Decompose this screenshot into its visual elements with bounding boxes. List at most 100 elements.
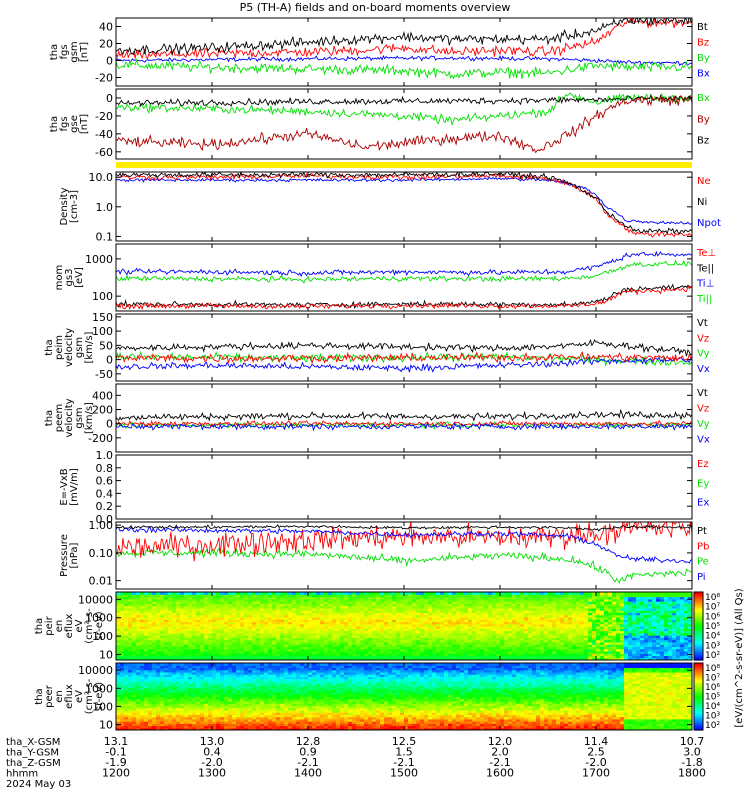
series-density-Ni bbox=[116, 171, 692, 234]
y-tick-label: 1.0 bbox=[96, 449, 114, 462]
legend-entry: Vx bbox=[697, 364, 710, 375]
y-tick-label: 0.8 bbox=[96, 462, 114, 475]
y-tick-label: 0.10 bbox=[89, 547, 114, 560]
y-tick-label: 0.4 bbox=[96, 487, 114, 500]
y-tick-label: 0.1 bbox=[96, 230, 114, 243]
y-tick-label: 0 bbox=[106, 55, 113, 68]
mode-flag-bar bbox=[116, 162, 692, 168]
series-temperature-Ti⊥ bbox=[116, 252, 692, 276]
y-axis-label: sr-eV) bbox=[94, 611, 105, 640]
y-axis-label: [nT] bbox=[79, 114, 90, 134]
y-tick-label: 40 bbox=[99, 21, 113, 34]
y-axis-label: [cm-3] bbox=[69, 190, 80, 223]
legend-entry: Vz bbox=[697, 404, 709, 415]
plot-title: P5 (TH-A) fields and on-board moments ov… bbox=[0, 1, 750, 14]
y-tick-label: 0 bbox=[106, 418, 113, 431]
legend-entry: Vy bbox=[697, 349, 710, 360]
series-group-fgs-gsm bbox=[116, 15, 692, 79]
y-axis-label: [nT] bbox=[79, 42, 90, 62]
y-tick-label: 100 bbox=[92, 290, 113, 303]
series-fgs-gse-By bbox=[116, 96, 692, 153]
series-fgs-gse-Bz bbox=[116, 95, 692, 106]
legend-entry: Bz bbox=[697, 136, 709, 147]
legend-entry: Ey bbox=[697, 478, 709, 489]
y-tick-label: -40 bbox=[95, 128, 113, 141]
y-tick-label: 0.6 bbox=[96, 475, 114, 488]
y-tick-label: -50 bbox=[95, 368, 113, 381]
y-tick-label: -20 bbox=[95, 110, 113, 123]
legend-entry: Ti|| bbox=[696, 294, 712, 305]
series-group-peem-velocity bbox=[116, 410, 692, 430]
y-axis-label: [km/s] bbox=[84, 402, 95, 434]
y-axis-label: [km/s] bbox=[84, 331, 95, 363]
panel-frame bbox=[116, 455, 692, 519]
y-axis-label: [eV] bbox=[74, 267, 85, 288]
y-tick-label: 20 bbox=[99, 38, 113, 51]
series-temperature-Te⊥ bbox=[116, 286, 692, 308]
legend-entry: Te|| bbox=[696, 263, 714, 274]
legend-entry: Pb bbox=[697, 541, 709, 552]
legend-entry: Ni bbox=[697, 197, 707, 208]
series-peem-velocity-Vt bbox=[116, 410, 692, 420]
legend-entry: Vt bbox=[697, 318, 708, 329]
legend-entry: By bbox=[697, 114, 710, 125]
legend-entry: Bz bbox=[697, 38, 709, 49]
y-axis-label: [mV/m] bbox=[69, 468, 80, 506]
legend-entry: Ez bbox=[697, 459, 709, 470]
y-tick-label: -60 bbox=[95, 146, 113, 159]
series-fgs-gse-Bx bbox=[116, 93, 692, 124]
series-peim-velocity-Vy bbox=[116, 352, 692, 365]
legend-entry: Ne bbox=[697, 176, 711, 187]
y-tick-label: 10 bbox=[99, 648, 113, 661]
y-tick-label: 0.2 bbox=[96, 500, 114, 513]
legend-entry: Vy bbox=[697, 419, 710, 430]
spectrogram-peer-eflux bbox=[116, 663, 693, 731]
legend-entry: Vt bbox=[697, 388, 708, 399]
y-tick-label: 50 bbox=[99, 339, 113, 352]
legend-entry: Pt bbox=[697, 526, 707, 537]
legend-entry: Te⊥ bbox=[696, 248, 716, 259]
y-tick-label: 0.01 bbox=[89, 575, 114, 588]
y-tick-label: 1000 bbox=[85, 253, 113, 266]
y-tick-label: 150 bbox=[92, 311, 113, 324]
series-pressure-Pe bbox=[116, 549, 692, 583]
y-tick-label: 200 bbox=[92, 404, 113, 417]
spectrogram-peir-eflux bbox=[116, 592, 693, 661]
series-fgs-gsm-By bbox=[116, 60, 692, 79]
series-group-temperature bbox=[116, 252, 692, 309]
legend-entry: Ti⊥ bbox=[696, 279, 714, 290]
legend-entry: By bbox=[697, 53, 710, 64]
series-group-peim-velocity bbox=[116, 340, 692, 372]
panel-mode-bar bbox=[116, 162, 692, 168]
legend-entry: Bx bbox=[697, 93, 710, 104]
y-tick-label: 1.00 bbox=[89, 519, 114, 532]
series-pressure-Pi bbox=[116, 527, 692, 563]
y-tick-label: 0 bbox=[106, 354, 113, 367]
y-tick-label: 100 bbox=[92, 325, 113, 338]
series-peim-velocity-Vt bbox=[116, 340, 692, 356]
y-tick-label: 400 bbox=[92, 389, 113, 402]
series-density-Ne bbox=[116, 174, 692, 237]
series-fgs-gsm-Bz bbox=[116, 16, 692, 58]
series-group-fgs-gse bbox=[116, 93, 692, 152]
legend-entry: Bx bbox=[697, 69, 710, 80]
legend-entry: Bt bbox=[697, 22, 708, 33]
y-axis-label: [nPa] bbox=[69, 542, 80, 568]
series-group-density bbox=[116, 171, 692, 237]
y-tick-label: 10000 bbox=[78, 593, 113, 606]
legend-entry: Npot bbox=[697, 218, 721, 229]
legend-entry: Vz bbox=[697, 333, 709, 344]
legend-entry: Vx bbox=[697, 435, 710, 446]
